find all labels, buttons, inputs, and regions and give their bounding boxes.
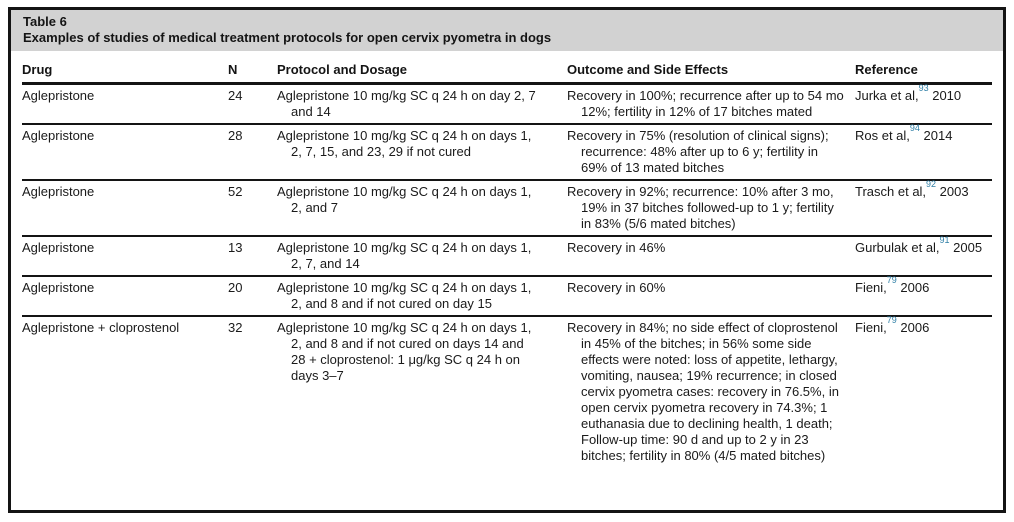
table-row: Aglepristone 52 Aglepristone 10 mg/kg SC…: [22, 179, 992, 237]
n-cell: 32: [228, 320, 243, 335]
drug-cell: Aglepristone: [22, 128, 95, 143]
reference-cell: Fieni,79 2006: [855, 315, 992, 464]
column-header-reference: Reference: [855, 62, 918, 77]
protocol-cell: Aglepristone 10 mg/kg SC q 24 h on days …: [277, 280, 532, 311]
drug-cell: Aglepristone: [22, 184, 95, 199]
protocol-cell: Aglepristone 10 mg/kg SC q 24 h on days …: [277, 240, 532, 271]
outcome-cell: Recovery in 46%: [567, 240, 666, 255]
reference-cell: Jurka et al,93 2010: [855, 83, 992, 120]
n-cell: 13: [228, 240, 243, 255]
reference-cell: Gurbulak et al,91 2005: [855, 235, 992, 272]
drug-cell: Aglepristone: [22, 88, 95, 103]
column-header-drug: Drug: [22, 62, 53, 77]
reference-year: 2003: [936, 184, 969, 199]
column-header-outcome: Outcome and Side Effects: [567, 62, 729, 77]
reference-authors: Trasch et al,: [855, 184, 927, 199]
reference-authors: Fieni,: [855, 320, 887, 335]
column-header-n: N: [228, 62, 238, 77]
reference-year: 2006: [896, 320, 930, 335]
reference-cell: Fieni,79 2006: [855, 275, 992, 312]
n-cell: 24: [228, 88, 243, 103]
citation-superscript: 92: [926, 178, 937, 189]
drug-cell: Aglepristone + cloprostenol: [22, 320, 180, 335]
table-row: Aglepristone 24 Aglepristone 10 mg/kg SC…: [22, 83, 992, 125]
n-cell: 28: [228, 128, 243, 143]
reference-year: 2010: [928, 88, 962, 103]
table-caption: Examples of studies of medical treatment…: [23, 30, 552, 45]
protocol-cell: Aglepristone 10 mg/kg SC q 24 h on days …: [277, 320, 532, 383]
reference-year: 2005: [949, 240, 983, 255]
outcome-cell: Recovery in 92%; recurrence: 10% after 3…: [567, 184, 834, 231]
drug-cell: Aglepristone: [22, 240, 95, 255]
column-header-protocol: Protocol and Dosage: [277, 62, 408, 77]
citation-superscript: 94: [909, 122, 920, 133]
reference-cell: Trasch et al,92 2003: [855, 179, 992, 232]
outcome-cell: Recovery in 75% (resolution of clinical …: [567, 128, 829, 175]
table-row: Aglepristone + cloprostenol 32 Agleprist…: [22, 315, 992, 467]
table-header-row: Drug N Protocol and Dosage Outcome and S…: [22, 51, 992, 85]
table-frame: Table 6 Examples of studies of medical t…: [8, 7, 1006, 513]
citation-superscript: 93: [918, 82, 929, 93]
protocol-cell: Aglepristone 10 mg/kg SC q 24 h on days …: [277, 128, 532, 159]
table-row: Aglepristone 13 Aglepristone 10 mg/kg SC…: [22, 235, 992, 277]
reference-authors: Fieni,: [855, 280, 887, 295]
outcome-cell: Recovery in 84%; no side effect of clopr…: [567, 320, 839, 463]
reference-authors: Gurbulak et al,: [855, 240, 940, 255]
n-cell: 52: [228, 184, 243, 199]
table-number: Table 6: [23, 14, 67, 29]
outcome-cell: Recovery in 60%: [567, 280, 666, 295]
table-title-band: Table 6 Examples of studies of medical t…: [11, 10, 1003, 51]
reference-authors: Ros et al,: [855, 128, 910, 143]
reference-authors: Jurka et al,: [855, 88, 919, 103]
outcome-cell: Recovery in 100%; recurrence after up to…: [567, 88, 844, 119]
table-content: Drug N Protocol and Dosage Outcome and S…: [11, 51, 1003, 467]
reference-year: 2014: [919, 128, 953, 143]
drug-cell: Aglepristone: [22, 280, 95, 295]
table-row: Aglepristone 28 Aglepristone 10 mg/kg SC…: [22, 123, 992, 181]
reference-year: 2006: [896, 280, 930, 295]
citation-superscript: 79: [886, 274, 897, 285]
reference-cell: Ros et al,94 2014: [855, 123, 992, 176]
citation-superscript: 79: [886, 314, 897, 325]
n-cell: 20: [228, 280, 243, 295]
citation-superscript: 91: [939, 234, 950, 245]
protocol-cell: Aglepristone 10 mg/kg SC q 24 h on days …: [277, 184, 532, 215]
protocol-cell: Aglepristone 10 mg/kg SC q 24 h on day 2…: [277, 88, 536, 119]
table-row: Aglepristone 20 Aglepristone 10 mg/kg SC…: [22, 275, 992, 317]
